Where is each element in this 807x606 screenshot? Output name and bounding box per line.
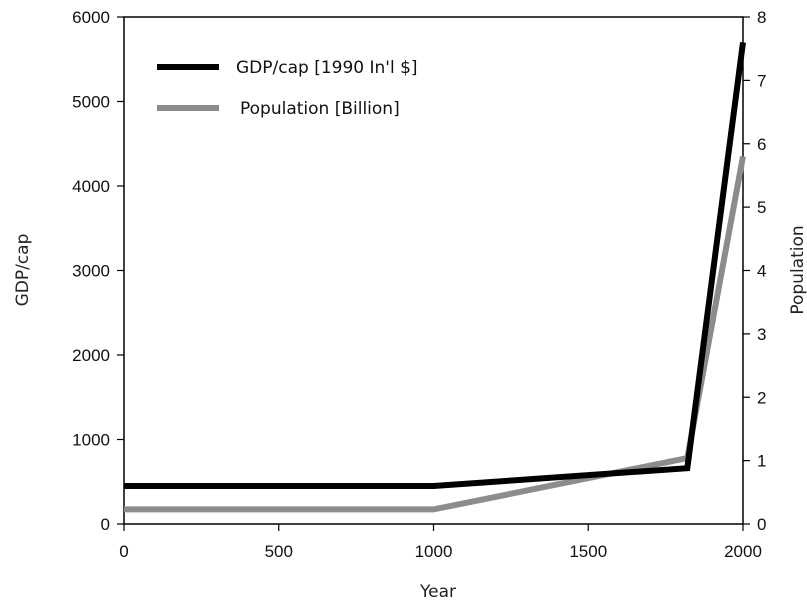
y-left-tick-label: 6000 (72, 8, 110, 27)
legend: GDP/cap [1990 In'l $] Population [Billion… (157, 58, 418, 119)
x-axis-title: Year (419, 582, 456, 602)
y-left-tick-label: 2000 (72, 346, 110, 365)
y-left-tick-label: 5000 (72, 93, 110, 112)
series-lines (124, 42, 746, 513)
x-tick-label: 1000 (415, 542, 453, 561)
plot-frame (123, 16, 744, 525)
axes: 0 500 1000 1500 2000 0 1000 2000 3000 4000 5000 600… (72, 8, 766, 561)
y-right-tick-label: 4 (757, 262, 766, 281)
x-tick-label: 0 (119, 542, 128, 561)
legend-gdp-label: GDP/cap [1990 In'l $] (236, 58, 418, 78)
y-right-tick-label: 6 (757, 135, 766, 154)
y-right-tick-label: 3 (757, 325, 766, 344)
y-right-tick-label: 5 (757, 198, 766, 217)
y-right-tick-label: 2 (757, 388, 766, 407)
gdp-line (124, 42, 746, 489)
y-axis-right-title: Population (788, 225, 807, 314)
y-axis-left-title: GDP/cap (13, 234, 33, 307)
y-left-tick-label: 1000 (72, 431, 110, 450)
population-line (124, 155, 746, 513)
y-right-tick-label: 7 (757, 71, 766, 90)
y-right-tick-label: 8 (757, 8, 766, 27)
y-left-tick-label: 4000 (72, 177, 110, 196)
x-tick-label: 500 (265, 542, 293, 561)
y-right-tick-label: 1 (757, 452, 766, 471)
y-left-tick-label: 3000 (72, 262, 110, 281)
y-right-tick-label: 0 (757, 515, 766, 534)
x-tick-label: 1500 (569, 542, 607, 561)
y-left-tick-label: 0 (101, 515, 110, 534)
legend-population-label: Population [Billion] (240, 99, 400, 119)
x-tick-label: 2000 (724, 542, 762, 561)
